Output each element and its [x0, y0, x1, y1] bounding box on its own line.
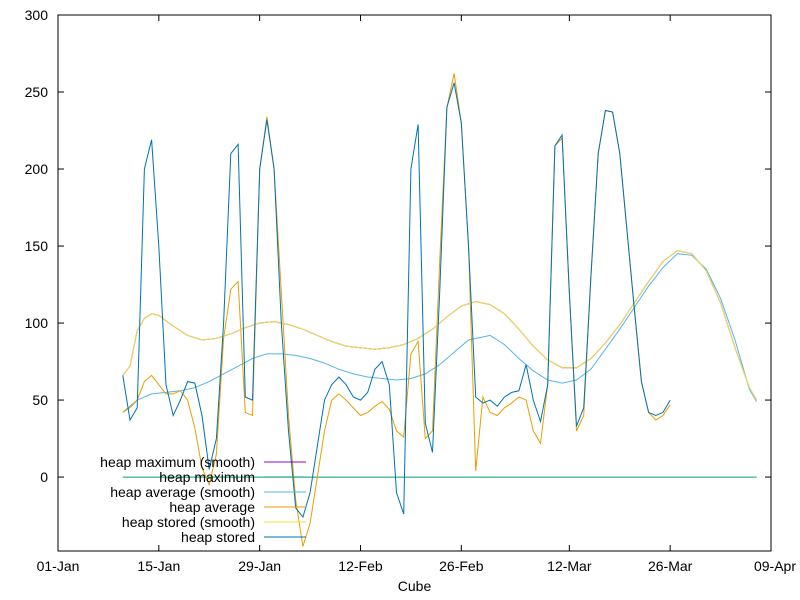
- x-tick-label-5: 12-Mar: [547, 558, 592, 574]
- series-line-2: [122, 253, 758, 413]
- y-tick-label-1: 50: [32, 392, 48, 408]
- legend-item-4: heap stored (smooth): [122, 514, 306, 530]
- series-layer: [122, 73, 758, 547]
- x-tick-label-6: 26-Mar: [648, 558, 693, 574]
- plot-frame: [57, 14, 772, 552]
- series-line-3: [122, 73, 671, 547]
- x-tick-label-2: 29-Jan: [238, 558, 281, 574]
- legend-label-3: heap average: [169, 499, 255, 515]
- x-tick-label-3: 12-Feb: [338, 558, 383, 574]
- x-axis-title: Cube: [398, 578, 432, 594]
- legend-item-1: heap maximum: [159, 469, 306, 485]
- y-tick-label-3: 150: [25, 238, 49, 254]
- series-line-5: [122, 82, 671, 519]
- y-tick-label-6: 300: [25, 7, 49, 23]
- legend-label-0: heap maximum (smooth): [100, 454, 255, 470]
- y-tick-label-4: 200: [25, 161, 49, 177]
- x-tick-label-1: 15-Jan: [137, 558, 180, 574]
- legend-item-0: heap maximum (smooth): [100, 454, 306, 470]
- legend-item-2: heap average (smooth): [110, 484, 306, 500]
- legend-label-5: heap stored: [181, 529, 255, 545]
- x-tick-label-0: 01-Jan: [37, 558, 80, 574]
- legend-item-3: heap average: [169, 499, 306, 515]
- x-tick-label-7: 09-Apr: [754, 558, 796, 574]
- axes: 0 50 100 150 200 250 300 01-Jan 15-Jan 29-Jan 12-F…: [25, 7, 797, 574]
- series-lines: [122, 73, 758, 547]
- y-tick-label-0: 0: [40, 469, 48, 485]
- legend-label-1: heap maximum: [159, 469, 255, 485]
- legend-item-5: heap stored: [181, 529, 306, 545]
- series-line-4: [122, 250, 758, 401]
- y-tick-label-5: 250: [25, 84, 49, 100]
- legend-label-2: heap average (smooth): [110, 484, 255, 500]
- legend-label-4: heap stored (smooth): [122, 514, 255, 530]
- x-tick-label-4: 26-Feb: [439, 558, 484, 574]
- y-tick-label-2: 100: [25, 315, 49, 331]
